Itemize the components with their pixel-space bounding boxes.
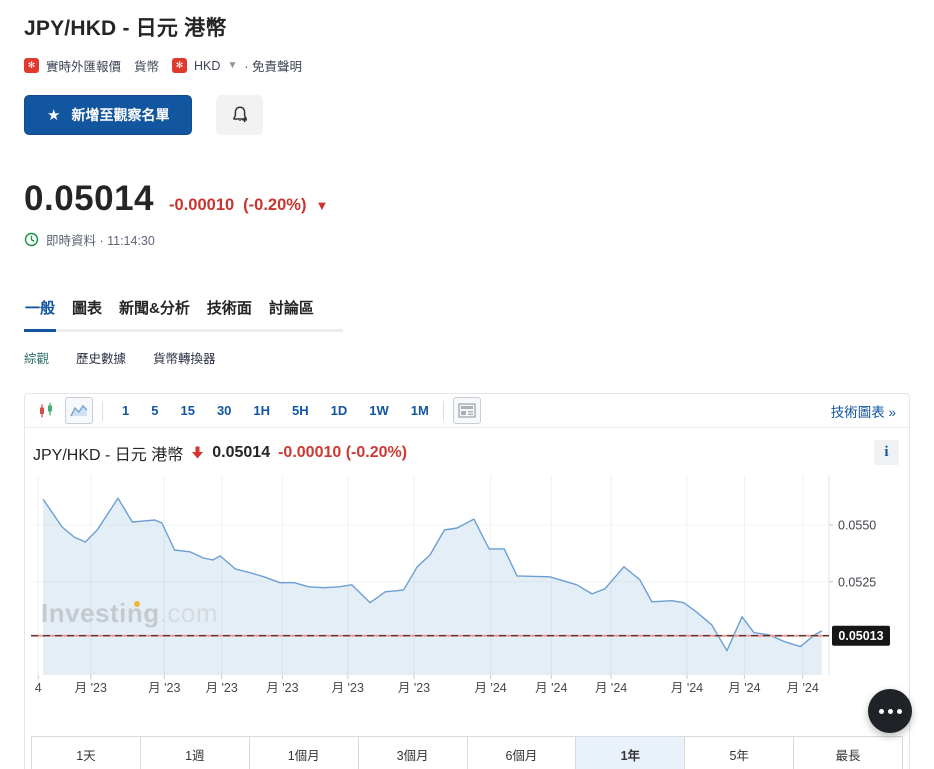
subtab-貨幣轉換器[interactable]: 貨幣轉換器 (153, 352, 216, 366)
breadcrumb-currencies-link[interactable]: 貨幣 (134, 60, 160, 74)
x-tick-label: 月 '24 (595, 681, 627, 695)
action-buttons: ★ 新增至觀察名單 (24, 95, 910, 135)
hk-flag-icon: ✻ (172, 58, 188, 73)
price-area-fill (43, 498, 822, 675)
range-1年[interactable]: 1年 (575, 737, 685, 769)
x-tick-label: 月 '23 (398, 681, 430, 695)
chart-area: 4 月 '23 月 '23 月 '23 月 '23 月 '23 月 '23 月 '24 月 '2… (31, 473, 909, 706)
tab-討論區[interactable]: 討論區 (268, 300, 314, 317)
main-tabs: 一般 圖表 新聞&分析 技術面 討論區 (24, 297, 343, 332)
range-5年[interactable]: 5年 (684, 737, 794, 769)
change-value: -0.00010 (169, 196, 235, 214)
chart-symbol: JPY/HKD - 日元 港幣 (33, 446, 184, 464)
chart-toolbar: 1 5 15 30 1H 5H 1D 1W 1M 技術圖表 » (25, 394, 909, 428)
area-chart-icon[interactable] (65, 397, 93, 424)
star-icon: ★ (47, 107, 61, 124)
down-triangle-icon: ▼ (315, 198, 329, 213)
interval-1W[interactable]: 1W (369, 403, 389, 418)
y-tick-label: 0.0550 (838, 519, 876, 533)
x-tick-label: 月 '24 (728, 681, 760, 695)
sub-tabs: 綜觀 歷史數據 貨幣轉換器 (24, 348, 910, 367)
x-tick-label: 月 '24 (474, 681, 506, 695)
subtab-綜觀[interactable]: 綜觀 (24, 352, 50, 366)
price-chart-canvas[interactable]: 4 月 '23 月 '23 月 '23 月 '23 月 '23 月 '23 月 '24 月 '2… (31, 473, 907, 701)
y-tick-label: 0.0525 (838, 575, 876, 589)
down-arrow-icon (192, 446, 204, 459)
range-6個月[interactable]: 6個月 (466, 737, 576, 769)
last-price-tag-label: 0.05013 (838, 629, 883, 643)
range-1天[interactable]: 1天 (32, 737, 140, 769)
clock-icon (24, 232, 39, 247)
breadcrumb: ✻ 實時外匯報價 貨幣 ✻ HKD ▼ · 免責聲明 (24, 56, 910, 75)
x-tick-label: 月 '23 (266, 681, 298, 695)
technical-chart-link[interactable]: 技術圖表 » (830, 404, 896, 420)
x-tick-label: 月 '23 (332, 681, 364, 695)
toolbar-divider (102, 400, 103, 421)
x-tick-label: 月 '23 (148, 681, 180, 695)
interval-5H[interactable]: 5H (292, 403, 309, 418)
x-tick-label: 月 '23 (206, 681, 238, 695)
realtime-status: 即時資料 · 11:14:30 (46, 234, 155, 248)
subtab-歷史數據[interactable]: 歷史數據 (76, 352, 127, 366)
interval-15[interactable]: 15 (180, 403, 195, 418)
dot-icon (887, 708, 893, 714)
range-buttons: 1天 1週 1個月 3個月 6個月 1年 5年 最長 (31, 736, 903, 769)
candlestick-chart-icon[interactable] (32, 397, 60, 424)
last-price-tag (832, 625, 890, 646)
tab-新聞&分析[interactable]: 新聞&分析 (119, 300, 190, 317)
range-1週[interactable]: 1週 (139, 737, 249, 769)
interval-5[interactable]: 5 (151, 403, 159, 418)
interval-30[interactable]: 30 (216, 403, 232, 418)
tab-圖表[interactable]: 圖表 (72, 300, 103, 317)
change-percent: (-0.20%) (243, 196, 307, 214)
interval-buttons: 1 5 15 30 1H 5H 1D 1W 1M (112, 398, 439, 423)
range-3個月[interactable]: 3個月 (357, 737, 467, 769)
price-line (42, 497, 823, 652)
breadcrumb-forex-link[interactable]: 實時外匯報價 (46, 60, 122, 74)
interval-1M[interactable]: 1M (410, 403, 429, 418)
quote-price-row: 0.05014 -0.00010 (-0.20%) ▼ (24, 179, 910, 219)
interval-1[interactable]: 1 (122, 403, 130, 418)
range-1個月[interactable]: 1個月 (248, 737, 358, 769)
quote-status-row: 即時資料 · 11:14:30 (24, 230, 910, 249)
price-change: -0.00010 (-0.20%) ▼ (169, 196, 328, 215)
x-tick-label: 4 (35, 681, 42, 695)
currency-selector[interactable]: HKD (194, 58, 221, 73)
tab-一般[interactable]: 一般 (24, 297, 57, 332)
interval-1D[interactable]: 1D (330, 403, 348, 418)
info-icon[interactable]: i (874, 440, 899, 465)
x-tick-label: 月 '24 (671, 681, 703, 695)
bell-plus-icon (233, 106, 247, 123)
hk-flag-icon: ✻ (24, 58, 39, 73)
create-alert-button[interactable] (216, 95, 264, 135)
watchlist-button-label: 新增至觀察名單 (71, 107, 170, 123)
interval-1H[interactable]: 1H (253, 403, 271, 418)
chart-header: JPY/HKD - 日元 港幣 0.05014 -0.00010 (-0.20%… (25, 428, 909, 471)
more-options-fab[interactable] (868, 689, 912, 733)
chart-panel: 1 5 15 30 1H 5H 1D 1W 1M 技術圖表 » JPY/HKD - 日元 港幣 … (24, 393, 910, 769)
x-tick-label: 月 '24 (535, 681, 567, 695)
x-tick-label: 月 '24 (787, 681, 819, 695)
last-price: 0.05014 (24, 179, 155, 218)
dot-icon (878, 708, 884, 714)
disclaimer-link[interactable]: · 免責聲明 (244, 60, 302, 74)
range-最長[interactable]: 最長 (793, 737, 902, 769)
chart-change: -0.00010 (-0.20%) (278, 443, 408, 461)
news-layout-icon[interactable] (452, 397, 481, 424)
add-to-watchlist-button[interactable]: ★ 新增至觀察名單 (24, 95, 193, 135)
page-title: JPY/HKD - 日元 港幣 (24, 17, 227, 40)
dot-icon (896, 708, 902, 714)
x-tick-label: 月 '23 (75, 681, 107, 695)
toolbar-divider (442, 400, 444, 421)
chevron-down-icon[interactable]: ▼ (227, 60, 238, 71)
chart-last-price: 0.05014 (212, 443, 271, 461)
tab-技術面[interactable]: 技術面 (206, 300, 252, 317)
